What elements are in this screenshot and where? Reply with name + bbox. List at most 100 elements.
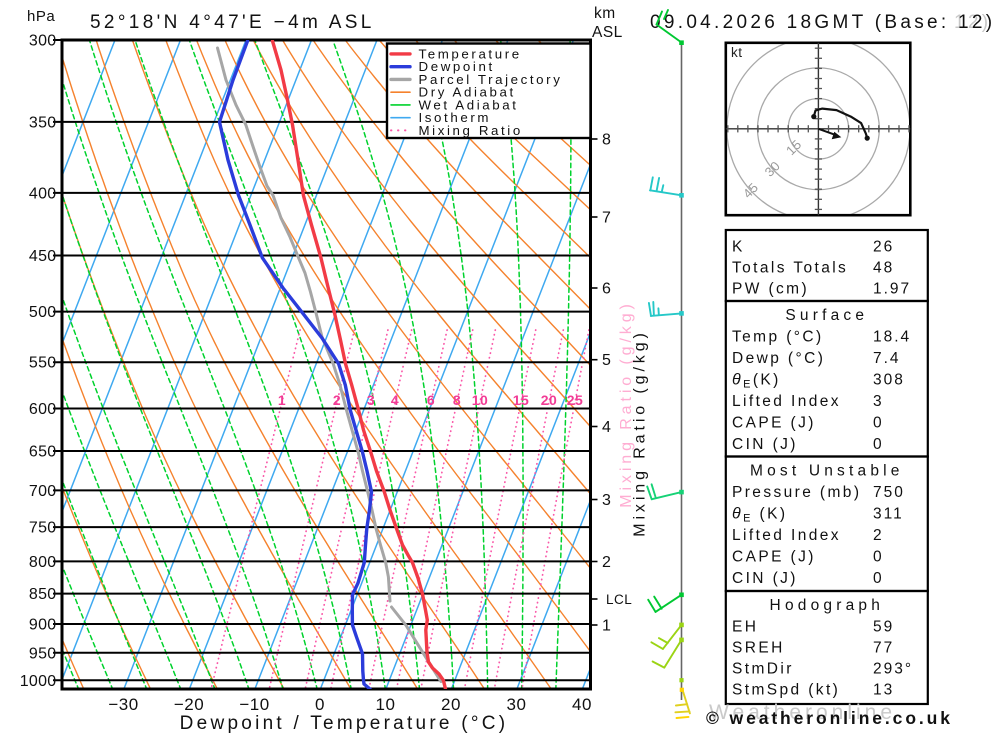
svg-text:20: 20 [541, 392, 558, 408]
svg-text:1000: 1000 [20, 673, 57, 690]
svg-text:−30: −30 [108, 695, 138, 714]
svg-text:Mixing Ratio (g/kg): Mixing Ratio (g/kg) [618, 300, 635, 507]
svg-text:450: 450 [29, 248, 57, 265]
svg-text:0: 0 [315, 695, 325, 714]
svg-text:2: 2 [602, 554, 611, 571]
svg-text:30: 30 [507, 695, 527, 714]
svg-text:3: 3 [602, 492, 611, 509]
svg-text:10: 10 [376, 695, 396, 714]
svg-text:10: 10 [472, 392, 489, 408]
svg-text:40: 40 [572, 695, 592, 714]
svg-text:0: 0 [873, 549, 884, 566]
svg-text:1.97: 1.97 [873, 281, 911, 298]
svg-text:3: 3 [367, 392, 375, 408]
svg-text:Lifted Index: Lifted Index [732, 527, 841, 544]
svg-text:25: 25 [567, 392, 584, 408]
svg-text:θE (K): θE (K) [732, 506, 787, 525]
svg-text:600: 600 [29, 401, 57, 418]
svg-text:700: 700 [29, 483, 57, 500]
svg-text:6: 6 [602, 281, 611, 298]
svg-text:© weatheronline.co.uk: © weatheronline.co.uk [706, 708, 953, 728]
svg-text:8: 8 [453, 392, 461, 408]
svg-text:500: 500 [29, 304, 57, 321]
svg-text:Dewp (°C): Dewp (°C) [732, 350, 825, 367]
svg-text:4: 4 [391, 392, 399, 408]
svg-text:Mixing Ratio: Mixing Ratio [419, 123, 523, 138]
svg-text:850: 850 [29, 586, 57, 603]
svg-text:308: 308 [873, 372, 905, 389]
svg-text:400: 400 [29, 185, 57, 202]
svg-text:77: 77 [873, 640, 894, 657]
svg-text:300: 300 [29, 33, 57, 50]
svg-text:km: km [594, 5, 616, 22]
svg-text:CAPE (J): CAPE (J) [732, 415, 816, 432]
svg-text:26: 26 [873, 239, 894, 256]
svg-text:8: 8 [602, 132, 611, 149]
svg-text:750: 750 [29, 520, 57, 537]
svg-text:Temperature: Temperature [419, 46, 522, 61]
svg-text:59: 59 [873, 619, 894, 636]
svg-text:CIN (J): CIN (J) [732, 436, 798, 453]
svg-text:15: 15 [513, 392, 530, 408]
svg-text:Wet Adiabat: Wet Adiabat [419, 97, 519, 112]
svg-text:0: 0 [873, 415, 884, 432]
svg-text:750: 750 [873, 484, 905, 501]
svg-text:52°18'N 4°47'E −4m ASL: 52°18'N 4°47'E −4m ASL [90, 12, 375, 33]
svg-text:CIN (J): CIN (J) [732, 570, 798, 587]
svg-text:12): 12) [954, 12, 991, 33]
svg-text:StmSpd (kt): StmSpd (kt) [732, 682, 840, 699]
svg-text:hPa: hPa [27, 8, 55, 25]
svg-text:kt: kt [731, 45, 743, 60]
svg-text:0: 0 [873, 570, 884, 587]
svg-text:6: 6 [427, 392, 435, 408]
svg-text:PW (cm): PW (cm) [732, 281, 809, 298]
svg-text:Most Unstable: Most Unstable [750, 463, 904, 480]
svg-text:550: 550 [29, 355, 57, 372]
svg-text:0: 0 [873, 436, 884, 453]
svg-text:−20: −20 [174, 695, 204, 714]
svg-text:311: 311 [873, 506, 904, 523]
svg-text:13: 13 [873, 682, 894, 699]
svg-text:293°: 293° [873, 661, 913, 678]
svg-text:900: 900 [29, 617, 57, 634]
svg-text:4: 4 [602, 419, 611, 436]
svg-text:3: 3 [873, 393, 884, 410]
svg-text:Mixing Ratio (g/kg): Mixing Ratio (g/kg) [632, 329, 649, 536]
svg-text:Hodograph: Hodograph [770, 597, 885, 614]
svg-text:350: 350 [29, 114, 57, 131]
svg-text:θE(K): θE(K) [732, 372, 781, 391]
svg-text:Surface: Surface [785, 307, 868, 324]
svg-text:SREH: SREH [732, 640, 785, 657]
svg-text:Totals Totals: Totals Totals [732, 260, 848, 277]
svg-text:Dewpoint: Dewpoint [419, 59, 495, 74]
svg-text:1: 1 [278, 392, 286, 408]
svg-text:20: 20 [441, 695, 461, 714]
svg-text:K: K [732, 239, 745, 256]
svg-text:650: 650 [29, 444, 57, 461]
svg-text:7: 7 [602, 210, 611, 227]
svg-text:LCL: LCL [606, 592, 632, 607]
svg-text:Temp (°C): Temp (°C) [732, 329, 824, 346]
svg-text:18.4: 18.4 [873, 329, 911, 346]
svg-text:48: 48 [873, 260, 894, 277]
svg-text:Dry Adiabat: Dry Adiabat [419, 85, 516, 100]
svg-text:EH: EH [732, 619, 758, 636]
svg-text:Dewpoint / Temperature (°C): Dewpoint / Temperature (°C) [180, 713, 509, 733]
svg-text:1: 1 [602, 618, 611, 635]
svg-text:StmDir: StmDir [732, 661, 794, 678]
svg-text:Lifted Index: Lifted Index [732, 393, 841, 410]
svg-text:−10: −10 [239, 695, 269, 714]
svg-text:Isotherm: Isotherm [419, 110, 492, 125]
svg-text:CAPE (J): CAPE (J) [732, 549, 816, 566]
svg-text:ASL: ASL [592, 24, 623, 41]
svg-text:950: 950 [29, 645, 57, 662]
svg-text:7.4: 7.4 [873, 350, 901, 367]
svg-text:Weatheronline: Weatheronline [709, 701, 896, 724]
svg-text:800: 800 [29, 554, 57, 571]
svg-text:Parcel Trajectory: Parcel Trajectory [419, 72, 563, 87]
svg-text:2: 2 [873, 527, 884, 544]
svg-text:09.04.2026 18GMT (Base: 12): 09.04.2026 18GMT (Base: 12) [650, 12, 995, 33]
svg-text:5: 5 [602, 352, 611, 369]
svg-text:Pressure (mb): Pressure (mb) [732, 484, 861, 501]
svg-text:2: 2 [333, 392, 341, 408]
